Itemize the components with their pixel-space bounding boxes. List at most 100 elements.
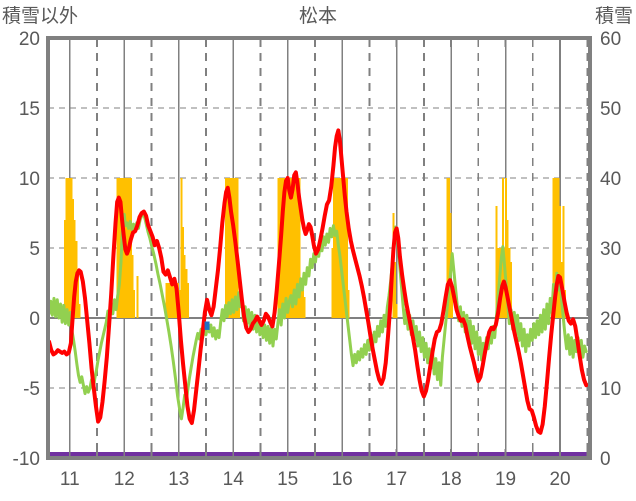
bar-snow-depth: [334, 178, 337, 318]
bar-snow-depth: [288, 178, 291, 318]
bar-snow-depth: [231, 178, 234, 318]
xtick-label: 13: [168, 469, 189, 490]
bar-snow-depth: [225, 178, 228, 318]
bar-snow-depth: [72, 199, 75, 318]
bar-snow-depth: [341, 178, 344, 318]
ytick-label-right: 60: [600, 29, 621, 50]
bar-snow-depth: [295, 178, 298, 318]
bar-snow-depth: [446, 178, 449, 318]
bar-snow-depth: [182, 227, 185, 318]
ytick-label-right: 20: [600, 309, 621, 330]
bar-snow-depth: [133, 290, 136, 318]
bar-snow-depth: [559, 206, 562, 318]
bar-snow-depth: [505, 178, 508, 318]
bar-snow-depth: [180, 178, 183, 318]
bar-snow-depth: [67, 178, 70, 318]
ytick-label-left: 5: [29, 239, 40, 260]
bar-snow-depth: [70, 178, 73, 318]
bar-snow-depth: [344, 178, 347, 318]
xtick-label: 12: [114, 469, 135, 490]
bar-snow-depth: [183, 255, 186, 318]
bar-snow-depth: [73, 220, 76, 318]
bar-snow-depth: [447, 178, 450, 318]
marker-blue: [204, 321, 210, 330]
ytick-label-right: 40: [600, 169, 621, 190]
bar-snow-depth: [393, 262, 396, 318]
ytick-label-left: -10: [13, 449, 40, 470]
bar-snow-depth: [506, 220, 509, 318]
bar-snow-depth: [76, 269, 79, 318]
xtick-label: 14: [223, 469, 245, 490]
xtick-label: 19: [495, 469, 516, 490]
left-axis-title: 積雪以外: [2, 6, 79, 27]
bar-snow-depth: [508, 248, 511, 318]
bar-snow-depth: [555, 178, 558, 318]
line-red: [48, 128, 589, 435]
bar-snow-depth: [136, 276, 139, 318]
bar-snow-depth: [292, 178, 295, 318]
bar-snow-depth: [290, 178, 293, 318]
bar-snow-depth: [495, 206, 498, 318]
xtick-label: 17: [386, 469, 407, 490]
bar-snow-depth: [167, 283, 170, 318]
bar-snow-depth: [68, 178, 71, 318]
ytick-label-right: 50: [600, 99, 621, 120]
bar-snow-depth: [298, 178, 301, 318]
bar-snow-depth: [78, 304, 81, 318]
bar-snow-depth: [500, 248, 503, 318]
ytick-label-left: 10: [19, 169, 40, 190]
xtick-label: 15: [277, 469, 298, 490]
bar-snow-depth: [118, 178, 121, 318]
bar-snow-depth: [346, 178, 349, 318]
xtick-label: 18: [441, 469, 462, 490]
bar-snow-depth: [347, 290, 350, 318]
bar-snow-depth: [285, 178, 288, 318]
bar-snow-depth: [510, 262, 513, 318]
bar-snow-depth: [300, 290, 303, 318]
ytick-label-left: 15: [19, 99, 40, 120]
bar-snow-depth: [562, 206, 565, 318]
right-axis-title: 積雪: [594, 6, 633, 27]
bar-snow-depth: [287, 178, 290, 318]
bar-snow-depth: [63, 220, 66, 318]
plot-series-group: [48, 128, 590, 457]
bar-snow-depth: [170, 283, 173, 318]
xtick-label: 11: [60, 469, 80, 490]
bar-snow-depth: [297, 178, 300, 318]
bar-snow-depth: [228, 178, 231, 318]
bar-snow-depth: [226, 178, 229, 318]
ytick-label-left: -5: [23, 379, 40, 400]
bar-snow-depth: [283, 178, 286, 318]
bar-snow-depth: [186, 283, 189, 318]
ytick-label-right: 10: [600, 379, 621, 400]
bar-snow-depth: [552, 178, 555, 318]
bar-snow-depth: [395, 304, 398, 318]
bar-snow-depth: [557, 178, 560, 318]
bar-snow-depth: [116, 178, 119, 318]
xtick-label: 16: [332, 469, 353, 490]
bar-snow-depth: [173, 283, 176, 318]
bar-snow-depth: [342, 178, 345, 318]
ytick-label-right: 30: [600, 239, 621, 260]
bar-snow-depth: [331, 248, 334, 318]
bar-snow-depth: [282, 178, 285, 318]
plot-frame: [46, 36, 592, 460]
ytick-label-right: 0: [600, 449, 611, 470]
bar-snow-depth: [301, 290, 304, 318]
bar-snow-depth: [131, 255, 134, 318]
ytick-label-left: 0: [29, 309, 40, 330]
bar-snow-depth: [339, 178, 342, 318]
ytick-label-left: 20: [19, 29, 40, 50]
bar-snow-depth: [554, 178, 557, 318]
bar-snow-depth: [169, 283, 172, 318]
bar-snow-depth: [451, 283, 454, 318]
bar-snow-depth: [293, 178, 296, 318]
bar-snow-depth: [185, 269, 188, 318]
xtick-label: 20: [549, 469, 570, 490]
bar-snow-depth: [303, 297, 306, 318]
bar-snow-depth: [230, 178, 233, 318]
bar-snow-depth: [332, 178, 335, 318]
bar-snow-depth: [65, 178, 68, 318]
